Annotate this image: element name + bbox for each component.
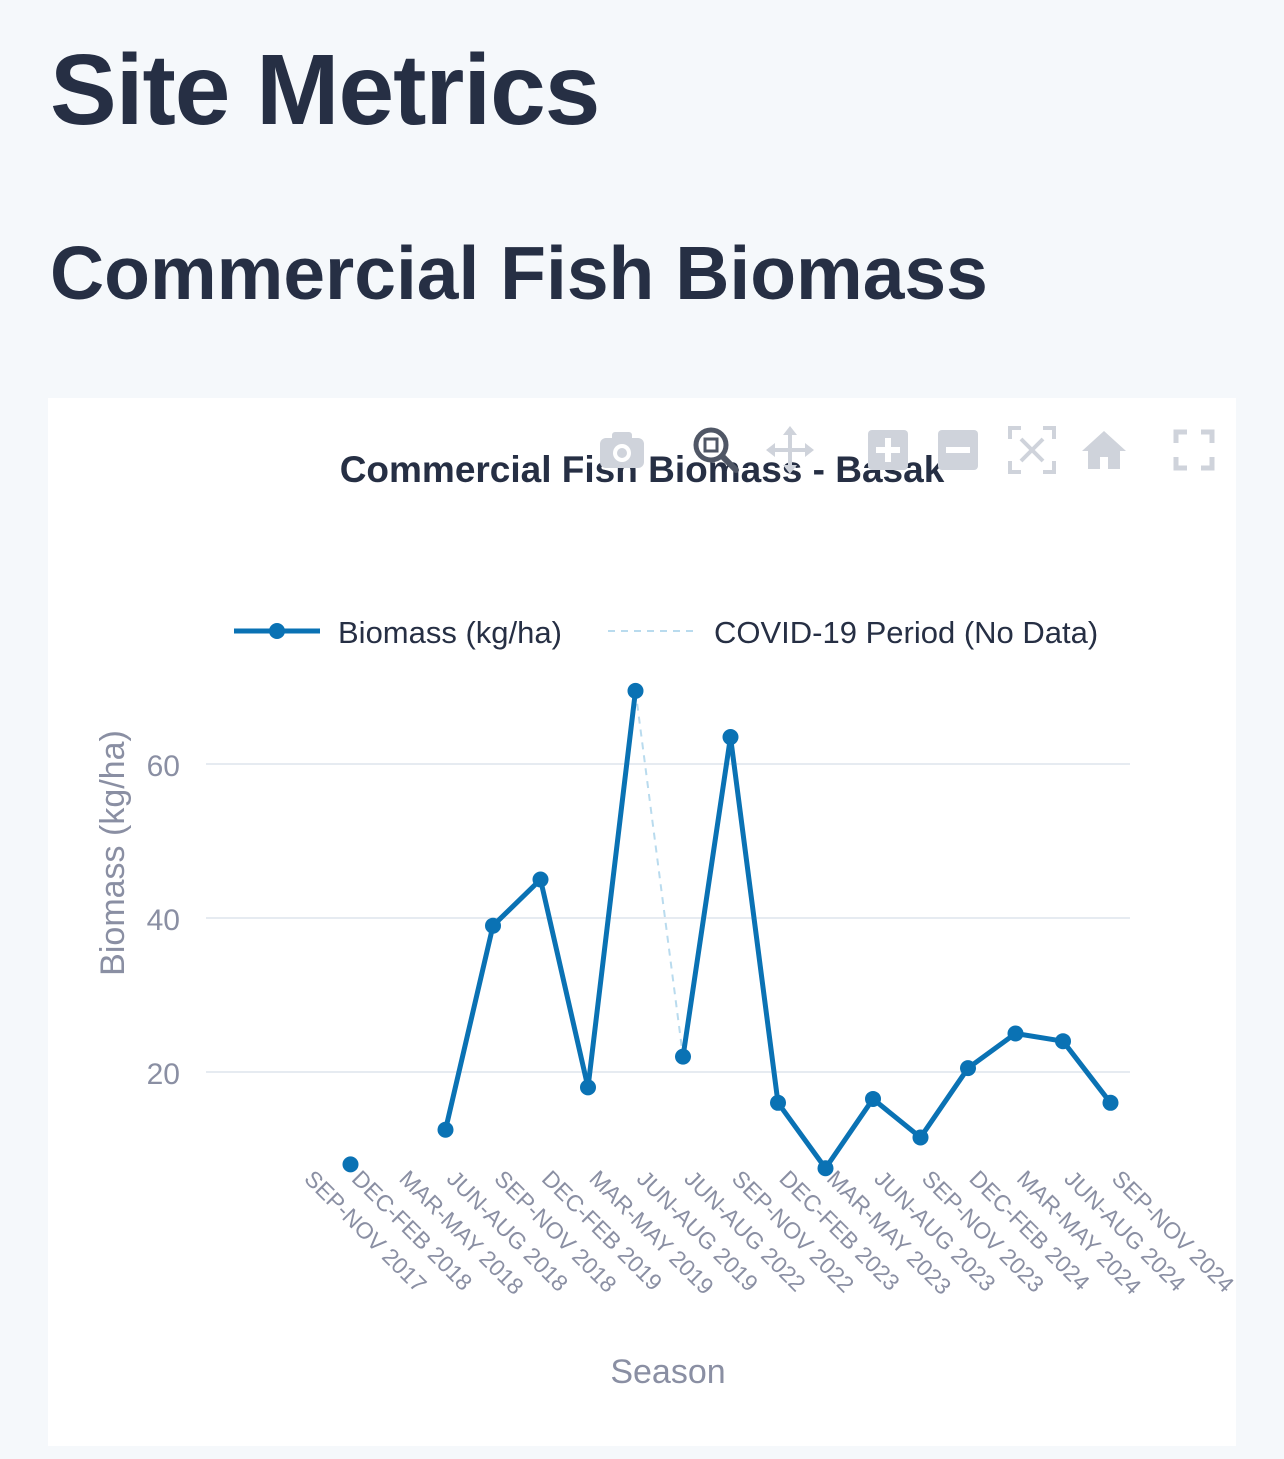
covid-line xyxy=(634,690,684,1057)
legend[interactable]: Biomass (kg/ha) COVID-19 Period (No Data… xyxy=(234,615,1098,650)
data-point[interactable] xyxy=(1007,1025,1024,1042)
gridlines xyxy=(206,763,1130,1073)
series-segment xyxy=(775,1100,828,1171)
legend-item-covid[interactable]: COVID-19 Period (No Data) xyxy=(608,615,1098,650)
data-point[interactable] xyxy=(627,682,644,699)
data-point[interactable] xyxy=(770,1094,786,1111)
series-segment xyxy=(490,877,543,929)
series-segment xyxy=(585,688,638,1090)
data-point[interactable] xyxy=(437,1121,454,1138)
covid-series xyxy=(634,690,684,1057)
legend-label-biomass: Biomass (kg/ha) xyxy=(338,615,562,650)
page-title: Site Metrics xyxy=(50,34,600,146)
legend-marker-biomass xyxy=(269,623,285,639)
modebar xyxy=(590,420,1230,480)
data-point[interactable] xyxy=(912,1129,929,1146)
series-segment xyxy=(538,877,591,1090)
pan-icon[interactable] xyxy=(762,420,818,480)
y-tick-label: 20 xyxy=(147,1058,180,1091)
fullscreen-icon[interactable] xyxy=(1166,420,1222,480)
series-segment xyxy=(965,1031,1018,1071)
x-axis-label: Season xyxy=(610,1353,725,1391)
chart-card: 20 40 60 SEP-NOV 2017 DEC-FEB 2018 MAR-MAY 2… xyxy=(48,398,1239,1446)
data-point[interactable] xyxy=(865,1090,881,1107)
series-segment xyxy=(1060,1038,1113,1106)
section-title: Commercial Fish Biomass xyxy=(50,231,988,315)
series-segment xyxy=(918,1065,971,1140)
zoom-in-icon[interactable] xyxy=(860,420,916,480)
series-segment xyxy=(680,734,733,1060)
series-segment xyxy=(823,1096,876,1171)
data-point[interactable] xyxy=(485,917,501,934)
data-point[interactable] xyxy=(817,1160,834,1177)
y-tick-label: 40 xyxy=(147,904,180,937)
camera-icon[interactable] xyxy=(594,420,650,480)
data-point[interactable] xyxy=(532,871,549,888)
data-point[interactable] xyxy=(580,1079,596,1096)
legend-item-biomass[interactable]: Biomass (kg/ha) xyxy=(234,615,562,650)
zoom-icon[interactable] xyxy=(688,420,744,480)
data-point[interactable] xyxy=(722,729,739,746)
y-tick-labels: 20 40 60 xyxy=(147,750,180,1091)
y-tick-label: 60 xyxy=(147,750,180,783)
data-point[interactable] xyxy=(342,1156,359,1173)
home-icon[interactable] xyxy=(1076,420,1132,480)
biomass-series xyxy=(342,682,1119,1177)
series-segment xyxy=(443,923,496,1133)
y-axis-label: Biomass (kg/ha) xyxy=(94,730,132,976)
data-point[interactable] xyxy=(1055,1033,1071,1050)
autoscale-icon[interactable] xyxy=(1004,420,1060,480)
legend-label-covid: COVID-19 Period (No Data) xyxy=(714,615,1098,650)
data-point[interactable] xyxy=(1102,1094,1119,1111)
series-segment xyxy=(1013,1031,1066,1044)
series-segment xyxy=(728,734,781,1106)
data-point[interactable] xyxy=(675,1048,691,1065)
data-point[interactable] xyxy=(960,1060,976,1077)
zoom-out-icon[interactable] xyxy=(930,420,986,480)
series-segment xyxy=(870,1096,923,1140)
